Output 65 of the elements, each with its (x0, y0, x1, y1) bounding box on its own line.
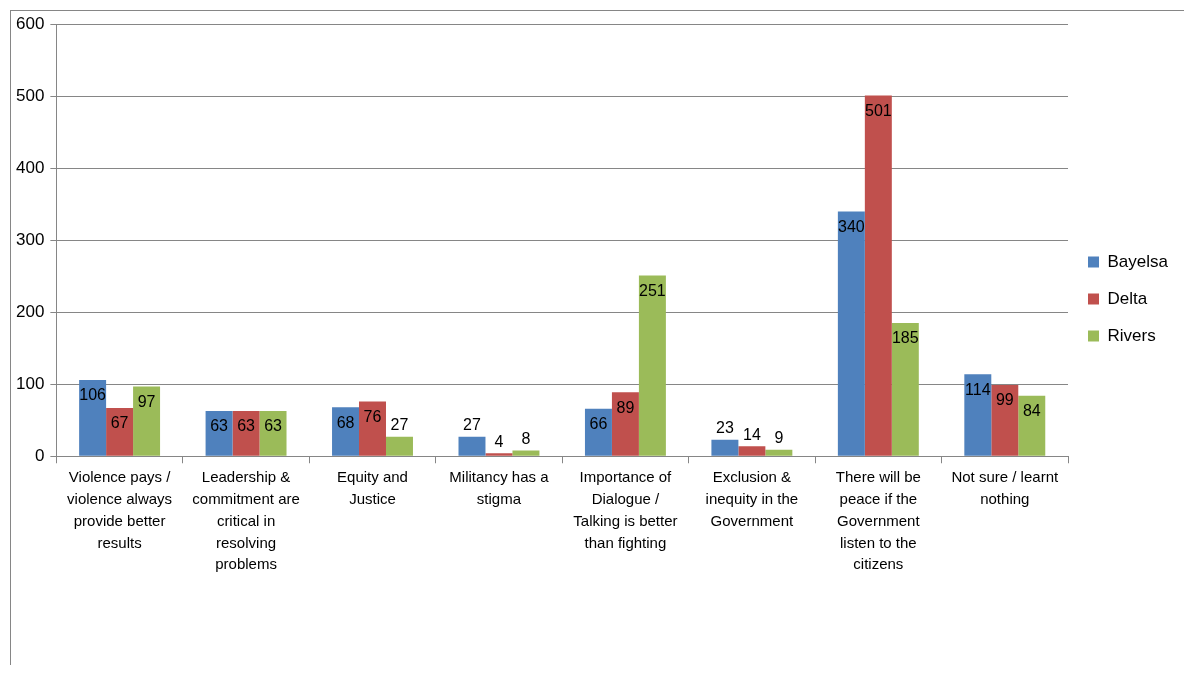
bar (611, 392, 639, 456)
legend-label: Delta (1107, 288, 1148, 308)
x-tick-label: Exclusion & inequity in the Government (705, 468, 799, 529)
data-label: 63 (264, 417, 283, 435)
data-label: 501 (864, 101, 892, 119)
data-label: 27 (390, 416, 409, 434)
bar (1018, 395, 1046, 456)
bar (133, 386, 161, 456)
data-label: 67 (110, 414, 129, 432)
data-label: 251 (639, 281, 666, 299)
bar (359, 401, 386, 456)
data-label: 84 (1022, 402, 1041, 420)
data-label: 114 (965, 380, 991, 398)
data-label: 63 (237, 417, 256, 435)
bar (837, 211, 865, 456)
data-label: 76 (363, 407, 382, 425)
bar (232, 410, 260, 456)
y-tick-label: 600 (15, 13, 45, 33)
data-label: 89 (616, 398, 635, 416)
x-tick-label: Not sure / learnt nothing (951, 468, 1059, 508)
bar (512, 450, 540, 456)
y-tick-label: 0 (34, 445, 45, 465)
bar (864, 95, 892, 456)
bar (458, 436, 486, 456)
bar (106, 408, 134, 456)
legend-label: Bayelsa (1107, 251, 1169, 271)
data-label: 4 (494, 432, 504, 450)
y-tick-label: 300 (15, 229, 45, 249)
bar (638, 275, 666, 456)
data-label: 63 (210, 417, 229, 435)
x-tick-label: Leadership & commitment are critical in resolving problems (192, 468, 300, 573)
y-tick-label: 100 (15, 373, 45, 393)
data-label: 23 (716, 419, 734, 437)
data-label: 97 (137, 392, 156, 410)
x-tick-label: Violence pays / violence always provide better results (67, 468, 173, 551)
bar (386, 436, 413, 456)
x-tick-label: Importance of Dialogue / Talking is better than fighting (573, 468, 678, 551)
y-tick-label: 200 (15, 301, 45, 321)
y-tick-label: 500 (15, 85, 45, 105)
bar (765, 449, 793, 456)
data-label: 14 (742, 425, 761, 443)
data-label: 185 (891, 329, 919, 347)
data-label: 27 (463, 416, 481, 434)
legend-label: Rivers (1107, 325, 1156, 345)
x-tick-label: There will be peace if the Government listen to the citizens (835, 468, 921, 573)
bar (964, 374, 992, 456)
y-tick-label: 400 (15, 157, 45, 177)
bar (991, 384, 1019, 456)
bar (332, 407, 360, 456)
data-label: 68 (336, 413, 355, 431)
bar (205, 410, 233, 456)
data-label: 106 (79, 386, 107, 404)
data-label: 340 (838, 217, 865, 235)
data-label: 99 (995, 391, 1014, 409)
bar (738, 446, 766, 456)
x-tick-label: Militancy has a stigma (449, 468, 550, 508)
bar (259, 410, 287, 456)
data-label: 9 (774, 429, 784, 447)
x-tick-label: Equity and Justice (337, 468, 408, 508)
bar (485, 453, 513, 456)
bar (711, 439, 739, 456)
data-label: 66 (589, 415, 608, 433)
data-label: 8 (521, 429, 531, 447)
bar (79, 379, 107, 456)
bar (891, 323, 919, 456)
